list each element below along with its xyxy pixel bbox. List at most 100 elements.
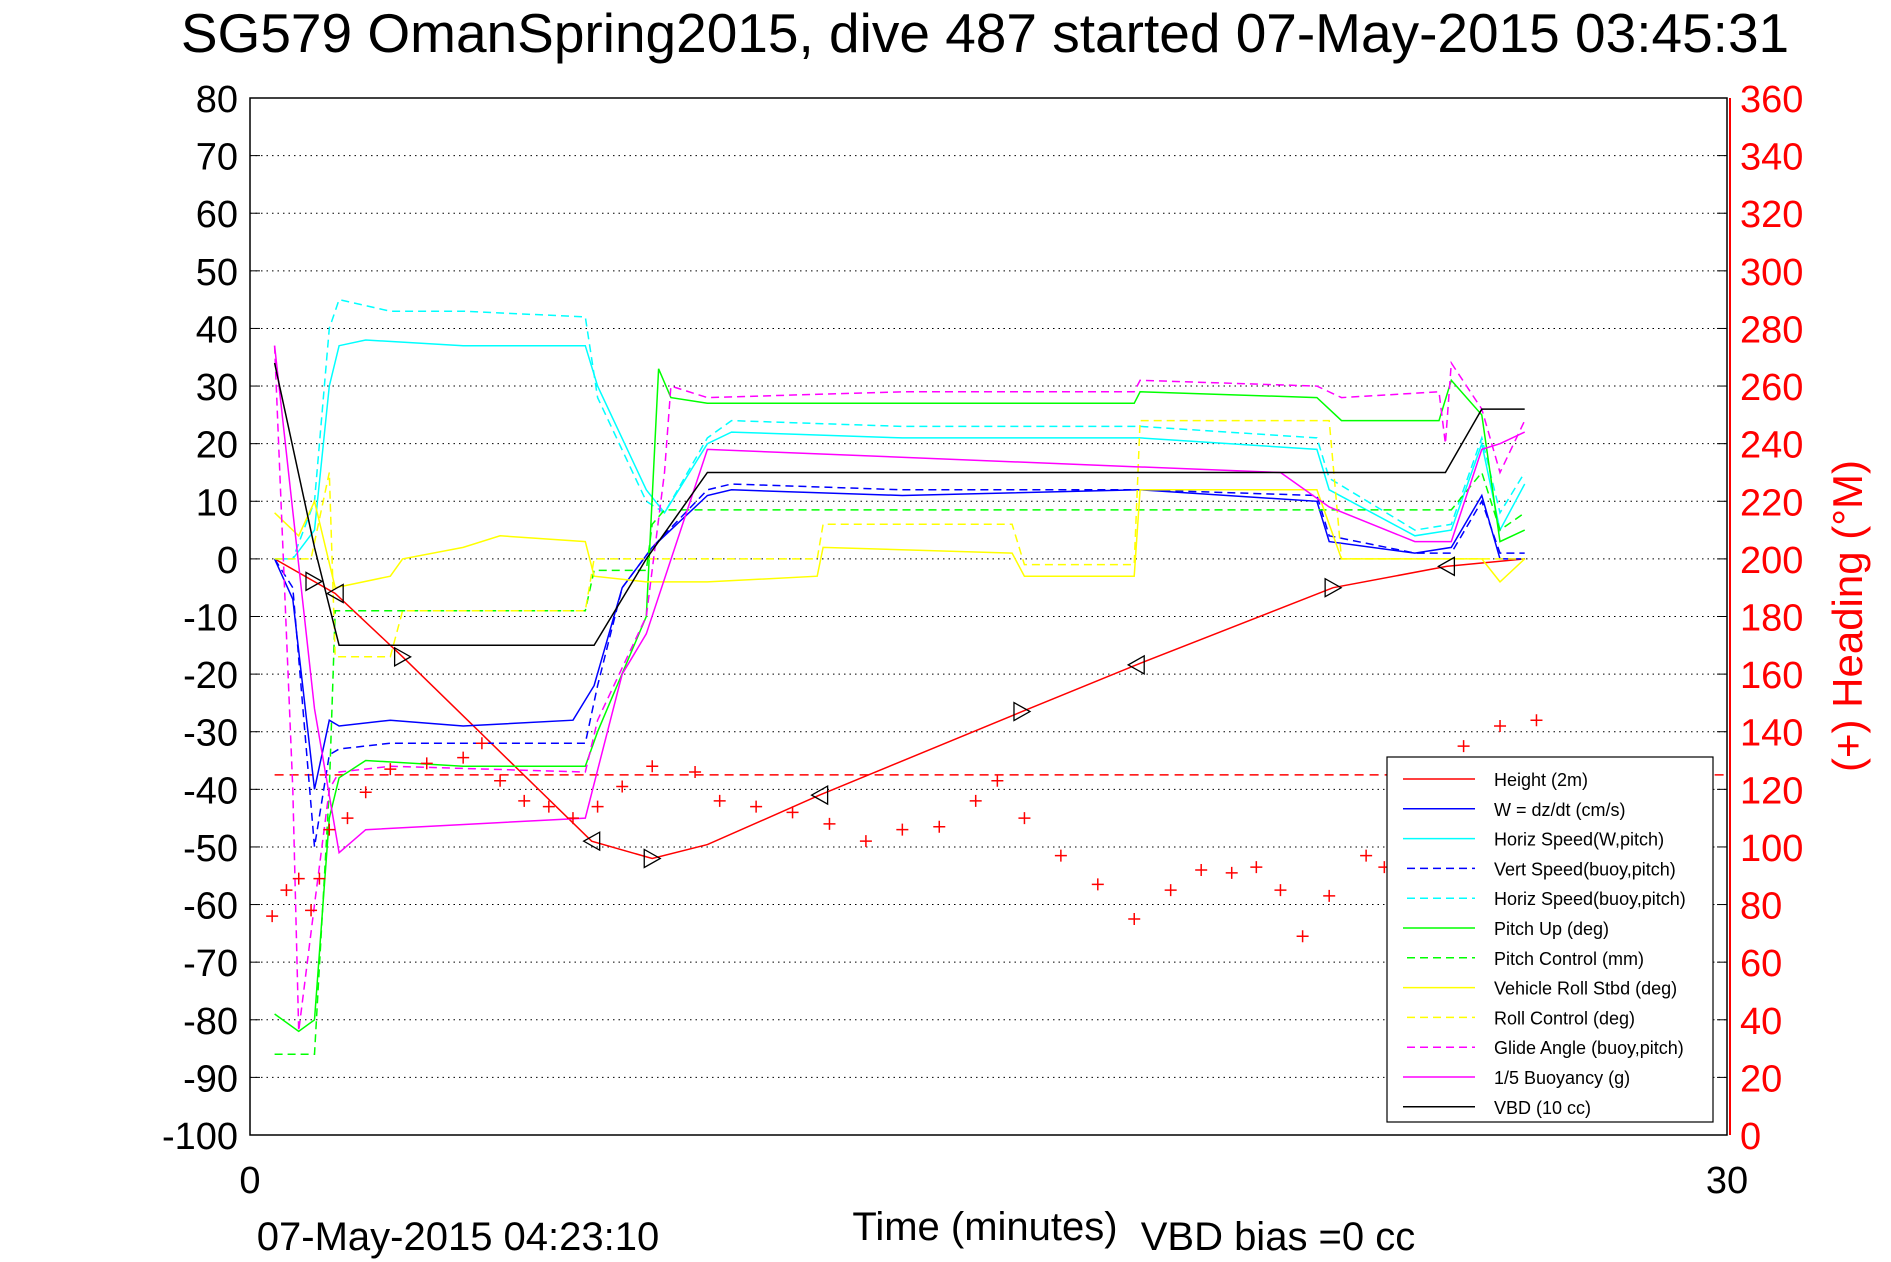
x-axis: 0 30 [239, 1160, 1748, 1202]
heading-point [969, 794, 982, 807]
heading-point [1225, 866, 1238, 879]
y-tick-label-right: 140 [1740, 713, 1803, 755]
y-tick-label-right: 340 [1740, 137, 1803, 179]
y-tick-label: 50 [196, 252, 238, 294]
footer-date: 07-May-2015 04:23:10 [257, 1215, 660, 1259]
y-tick-label: 10 [196, 482, 238, 524]
y-tick-label-right: 360 [1740, 79, 1803, 121]
y-tick-label: -100 [162, 1116, 238, 1158]
y-tick-label-right: 280 [1740, 309, 1803, 351]
y-tick-label: 30 [196, 367, 238, 409]
y-tick-label: -20 [183, 655, 238, 697]
legend-label: Height (2m) [1494, 770, 1588, 790]
heading-point [1296, 930, 1309, 943]
y-tick-label: -40 [183, 770, 238, 812]
heading-point [475, 737, 488, 750]
series-lines [266, 298, 1727, 1056]
legend-label: Glide Angle (buoy,pitch) [1494, 1038, 1684, 1058]
series-1-5-buoyancy-g [273, 345, 1526, 855]
height-triangle-marker [582, 831, 601, 852]
height-triangle-marker [1437, 556, 1456, 577]
legend-label: Horiz Speed(buoy,pitch) [1494, 889, 1686, 909]
y-tick-label: -80 [183, 1001, 238, 1043]
heading-point [266, 910, 279, 923]
height-triangle-marker [810, 784, 829, 806]
heading-point [1091, 878, 1104, 891]
y-tick-label-right: 160 [1740, 655, 1803, 697]
heading-point [1164, 884, 1177, 897]
y-tick-label: 60 [196, 194, 238, 236]
heading-point [457, 751, 470, 764]
x-axis-label: Time (minutes) [852, 1205, 1117, 1249]
left-y-axis: 80 70 60 50 40 30 20 10 0 -10 -20 -30 -40 -50 -60 -70 -8… [162, 79, 260, 1158]
y-tick-label-right: 180 [1740, 598, 1803, 640]
height-triangle-marker [643, 848, 662, 869]
height-triangle-marker [325, 583, 344, 604]
heading-point [591, 800, 604, 813]
heading-point [1195, 863, 1208, 876]
height-triangle-marker [393, 646, 412, 667]
y-tick-label-right: 80 [1740, 886, 1782, 928]
heading-point [823, 817, 836, 830]
heading-point [1494, 719, 1507, 732]
heading-point [713, 794, 726, 807]
legend-label: Vehicle Roll Stbd (deg) [1494, 979, 1677, 999]
heading-point [313, 872, 326, 885]
heading-point [292, 872, 305, 885]
series-pitch-control-mm [274, 470, 1526, 1056]
height-triangle-marker [1013, 701, 1032, 722]
y-tick-label-right: 260 [1740, 367, 1803, 409]
heading-point [750, 800, 763, 813]
y-tick-label-right: 0 [1740, 1116, 1761, 1158]
y-tick-label-right: 20 [1740, 1058, 1782, 1100]
legend-label: Pitch Control (mm) [1494, 949, 1644, 969]
heading-point [341, 812, 354, 825]
heading-point [1128, 912, 1141, 925]
heading-point [1457, 740, 1470, 753]
legend-label: Pitch Up (deg) [1494, 919, 1609, 939]
y-tick-label: 40 [196, 309, 238, 351]
y-tick-label: -60 [183, 886, 238, 928]
y-tick-label: -10 [183, 598, 238, 640]
series-horiz-speed-w-pitch [274, 339, 1526, 560]
heading-point [566, 812, 579, 825]
heading-point [1018, 812, 1031, 825]
series-vehicle-roll-stbd-deg [274, 489, 1526, 589]
y-tick-label: 0 [217, 540, 238, 582]
vbd-bias-label: VBD bias =0 cc [1141, 1215, 1416, 1259]
y-tick-label: -50 [183, 828, 238, 870]
series-pitch-up-deg [274, 368, 1526, 1033]
y-tick-label-right: 220 [1740, 482, 1803, 524]
right-axis-label: (+) Heading (°M) [1824, 460, 1871, 772]
heading-point [305, 904, 318, 917]
legend-label: Roll Control (deg) [1494, 1008, 1635, 1028]
grid-lines [250, 155, 1727, 1078]
y-tick-label: -30 [183, 713, 238, 755]
series-vbd-10-cc [273, 362, 1525, 647]
chart-title: SG579 OmanSpring2015, dive 487 started 0… [181, 2, 1789, 64]
heading-point [1054, 849, 1067, 862]
heading-point [1274, 884, 1287, 897]
y-tick-label: 70 [196, 137, 238, 179]
heading-point [420, 757, 433, 770]
heading-point [991, 774, 1004, 787]
x-tick-label: 30 [1706, 1160, 1748, 1202]
heading-point [1323, 889, 1336, 902]
heading-point [1360, 849, 1373, 862]
legend-box [1386, 756, 1714, 1123]
y-tick-label: 20 [196, 425, 238, 467]
heading-point [896, 823, 909, 836]
y-tick-label-right: 120 [1740, 770, 1803, 812]
height-triangle-marker [305, 571, 324, 592]
heading-point [933, 820, 946, 833]
series-w-dz-dt-cm-s [273, 489, 1525, 790]
heading-point [616, 780, 629, 793]
heading-point [1250, 861, 1263, 874]
y-tick-label: 80 [196, 79, 238, 121]
legend-label: W = dz/dt (cm/s) [1494, 800, 1626, 820]
right-y-axis: 3603403203002802602402202001801601401201… [1717, 79, 1803, 1158]
legend-label: 1/5 Buoyancy (g) [1494, 1068, 1630, 1088]
heading-point [518, 794, 531, 807]
series-horiz-speed-buoy-pitch [274, 298, 1526, 560]
